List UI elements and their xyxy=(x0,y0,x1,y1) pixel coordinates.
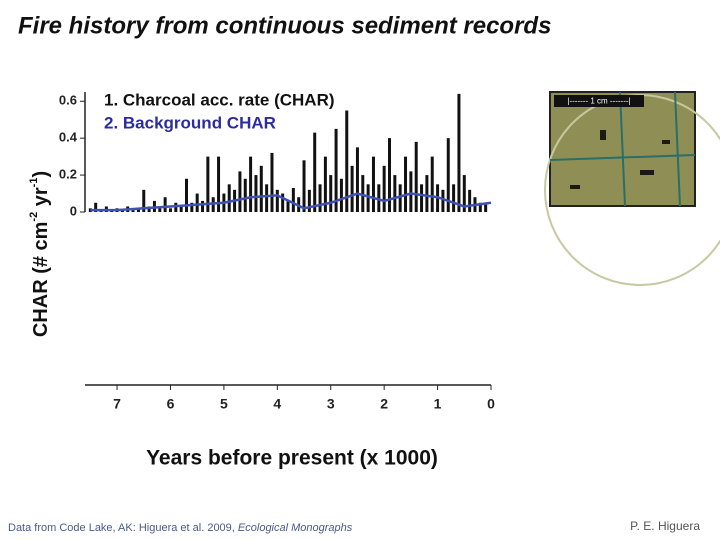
author: P. E. Higuera xyxy=(630,519,700,533)
y-tick-label: 0.4 xyxy=(59,130,78,145)
x-tick-label: 5 xyxy=(220,396,228,412)
y-label-sup: -2 xyxy=(28,212,40,222)
y-label-part: yr xyxy=(30,187,52,212)
y-tick-label: 0.6 xyxy=(59,93,77,108)
slide-title: Fire history from continuous sediment re… xyxy=(18,12,551,39)
source-text: Data from Code Lake, AK: Higuera et al. … xyxy=(8,522,238,534)
photo-grid xyxy=(619,91,626,207)
y-label-sup: -1 xyxy=(28,178,40,188)
background-line xyxy=(90,192,492,212)
photo-grid xyxy=(674,91,681,207)
legend-item: 1. Charcoal acc. rate (CHAR) xyxy=(104,90,335,109)
scale-bar-bg xyxy=(554,95,644,107)
inset-photo: |------- 1 cm -------| xyxy=(544,91,720,286)
y-label-part: ) xyxy=(30,171,52,178)
y-label-part: CHAR (# cm xyxy=(30,222,52,338)
photo-particle xyxy=(662,140,670,144)
y-tick-label: 0.2 xyxy=(59,167,77,182)
photo-particle xyxy=(640,170,654,175)
plot: 0 0.2 0.4 0.6 7 6 5 4 3 2 1 0 xyxy=(59,92,495,412)
x-tick-label: 6 xyxy=(167,396,175,412)
x-tick-label: 1 xyxy=(434,396,442,412)
x-tick-label: 0 xyxy=(487,396,495,412)
y-tick-label: 0 xyxy=(70,203,77,218)
scale-bar-label: |------- 1 cm -------| xyxy=(567,97,630,106)
x-tick-label: 4 xyxy=(273,396,281,412)
photo-particle xyxy=(600,130,606,140)
y-axis-label: CHAR (# cm-2 yr-1) xyxy=(28,171,52,337)
x-tick-label: 3 xyxy=(327,396,335,412)
x-tick-label: 7 xyxy=(113,396,121,412)
source-note: Data from Code Lake, AK: Higuera et al. … xyxy=(8,522,353,534)
x-tick-label: 2 xyxy=(380,396,388,412)
legend-item: 2. Background CHAR xyxy=(104,113,276,132)
source-journal: Ecological Monographs xyxy=(238,522,353,534)
photo-particle xyxy=(570,185,580,189)
x-axis-label: Years before present (x 1000) xyxy=(146,447,438,470)
